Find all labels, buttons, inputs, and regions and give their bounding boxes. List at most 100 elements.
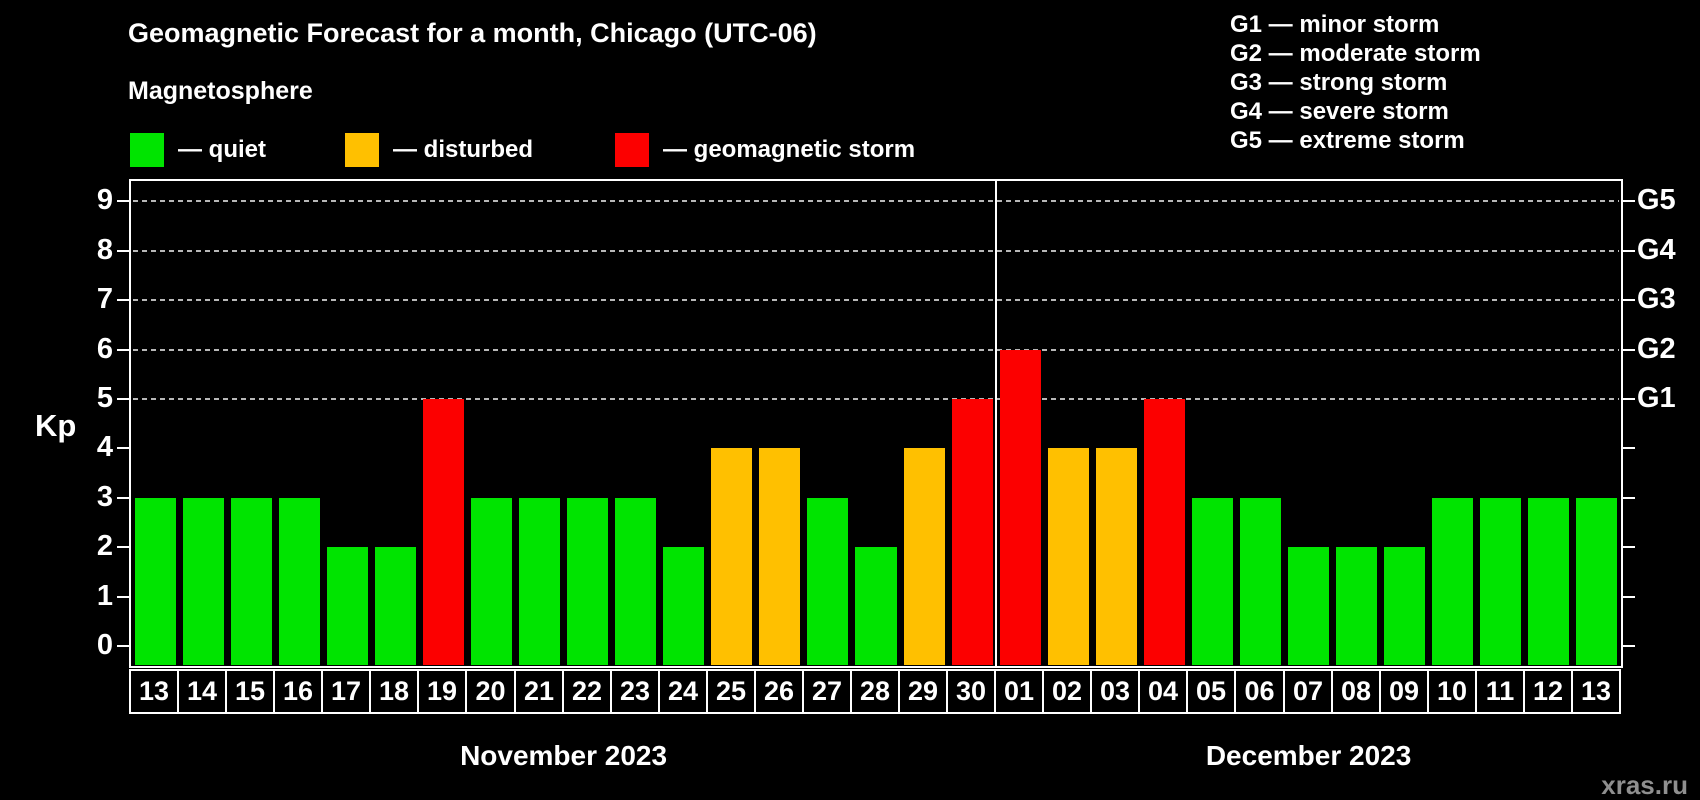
y-tick-right-8 xyxy=(1623,249,1635,252)
y-tick-left-7 xyxy=(117,299,129,302)
kp-bar-nov-28 xyxy=(855,547,897,665)
day-label-dec-12: 12 xyxy=(1523,669,1573,714)
legend-item-label: — geomagnetic storm xyxy=(663,136,916,163)
y-tick-right-3 xyxy=(1623,496,1635,499)
y-tick-label-6: 6 xyxy=(96,332,113,365)
kp-bar-nov-25 xyxy=(711,448,753,665)
g-legend-line-4: G4 — severe storm xyxy=(1230,98,1449,125)
kp-bar-nov-15 xyxy=(230,497,272,665)
y-tick-right-4 xyxy=(1623,447,1635,450)
y-tick-right-2 xyxy=(1623,546,1635,549)
month-label-december-2023: December 2023 xyxy=(1205,740,1412,771)
month-label-november-2023: November 2023 xyxy=(460,740,668,771)
day-label-nov-21: 21 xyxy=(514,669,564,714)
g-legend-line-2: G2 — moderate storm xyxy=(1230,40,1481,67)
y-tick-label-7: 7 xyxy=(96,283,113,316)
kp-bar-nov-23 xyxy=(615,497,657,665)
magnetosphere-label: Magnetosphere xyxy=(128,77,313,105)
y-tick-left-3 xyxy=(117,496,129,499)
y-axis-title: Kp xyxy=(35,408,77,443)
day-label-nov-25: 25 xyxy=(706,669,756,714)
day-label-nov-16: 16 xyxy=(273,669,323,714)
y-tick-label-8: 8 xyxy=(96,233,113,266)
kp-bar-nov-14 xyxy=(182,497,224,665)
kp-bar-dec-05 xyxy=(1191,497,1233,665)
legend-swatch-storm xyxy=(615,133,649,167)
y-tick-right-1 xyxy=(1623,595,1635,598)
g-label-G3: G3 xyxy=(1637,283,1676,316)
day-label-nov-26: 26 xyxy=(754,669,804,714)
kp-bar-dec-11 xyxy=(1480,497,1522,665)
y-tick-label-3: 3 xyxy=(96,480,113,513)
gridline-kp-9 xyxy=(133,200,1619,203)
g-legend-line-3: G3 — strong storm xyxy=(1230,69,1448,96)
y-tick-right-7 xyxy=(1623,299,1635,302)
day-label-nov-30: 30 xyxy=(946,669,996,714)
g-scale-legend: G1 — minor storm G2 — moderate storm G3 — … xyxy=(1230,10,1481,155)
kp-bar-nov-21 xyxy=(519,497,561,665)
y-tick-left-2 xyxy=(117,546,129,549)
kp-bar-dec-10 xyxy=(1432,497,1474,665)
y-tick-right-0 xyxy=(1623,645,1635,647)
y-tick-left-1 xyxy=(117,595,129,598)
kp-bar-dec-13 xyxy=(1576,497,1618,665)
legend-swatch-quiet xyxy=(130,133,164,167)
y-tick-left-8 xyxy=(117,249,129,252)
kp-bar-dec-09 xyxy=(1384,547,1426,665)
kp-bar-dec-01 xyxy=(999,349,1041,665)
y-tick-left-6 xyxy=(117,348,129,351)
day-label-nov-15: 15 xyxy=(225,669,275,714)
page-title: Geomagnetic Forecast for a month, Chicag… xyxy=(128,18,817,48)
kp-bar-nov-27 xyxy=(807,497,849,665)
gridline-kp-8 xyxy=(133,249,1619,252)
kp-bar-nov-30 xyxy=(951,399,993,665)
day-label-nov-17: 17 xyxy=(321,669,371,714)
plot-frame xyxy=(129,179,1623,668)
day-label-nov-22: 22 xyxy=(562,669,612,714)
day-label-dec-13: 13 xyxy=(1571,669,1621,714)
day-label-nov-23: 23 xyxy=(610,669,660,714)
legend-swatch-disturbed xyxy=(345,133,379,167)
day-label-nov-24: 24 xyxy=(658,669,708,714)
month-divider xyxy=(995,181,998,666)
day-label-nov-14: 14 xyxy=(177,669,227,714)
kp-bar-nov-26 xyxy=(759,448,801,665)
g-label-G1: G1 xyxy=(1637,382,1676,414)
y-tick-right-6 xyxy=(1623,348,1635,351)
day-label-dec-06: 06 xyxy=(1234,669,1285,714)
y-tick-left-9 xyxy=(117,200,129,203)
kp-bar-dec-08 xyxy=(1336,547,1378,665)
g-label-G2: G2 xyxy=(1637,332,1676,365)
kp-bar-nov-13 xyxy=(134,497,176,665)
kp-bar-dec-12 xyxy=(1528,497,1570,665)
y-tick-right-5 xyxy=(1623,398,1635,400)
g-label-G4: G4 xyxy=(1637,233,1676,266)
day-label-dec-11: 11 xyxy=(1475,669,1525,714)
legend-item-label: — quiet xyxy=(178,136,266,163)
y-tick-label-0: 0 xyxy=(96,629,113,661)
kp-bar-dec-07 xyxy=(1288,547,1330,665)
day-label-dec-03: 03 xyxy=(1090,669,1140,714)
watermark: xras.ru xyxy=(1601,770,1688,800)
g-legend-line-5: G5 — extreme storm xyxy=(1230,127,1465,154)
kp-bar-dec-02 xyxy=(1047,448,1089,665)
legend-item-quiet: — quiet xyxy=(130,133,266,167)
y-tick-left-5 xyxy=(117,398,129,400)
day-label-dec-02: 02 xyxy=(1042,669,1092,714)
gridline-kp-5 xyxy=(133,398,1619,400)
kp-bar-nov-16 xyxy=(278,497,320,665)
kp-bar-dec-03 xyxy=(1095,448,1137,665)
kp-bar-nov-17 xyxy=(326,547,368,665)
day-label-nov-29: 29 xyxy=(898,669,948,714)
kp-bar-nov-18 xyxy=(374,547,416,665)
day-label-dec-09: 09 xyxy=(1379,669,1429,714)
kp-bar-dec-06 xyxy=(1239,497,1282,665)
kp-bar-nov-22 xyxy=(567,497,609,665)
day-label-dec-08: 08 xyxy=(1331,669,1381,714)
kp-bar-dec-04 xyxy=(1143,399,1185,665)
day-label-dec-05: 05 xyxy=(1186,669,1236,714)
y-tick-label-1: 1 xyxy=(96,579,113,612)
kp-bar-nov-24 xyxy=(663,547,705,665)
y-tick-label-4: 4 xyxy=(96,431,113,464)
